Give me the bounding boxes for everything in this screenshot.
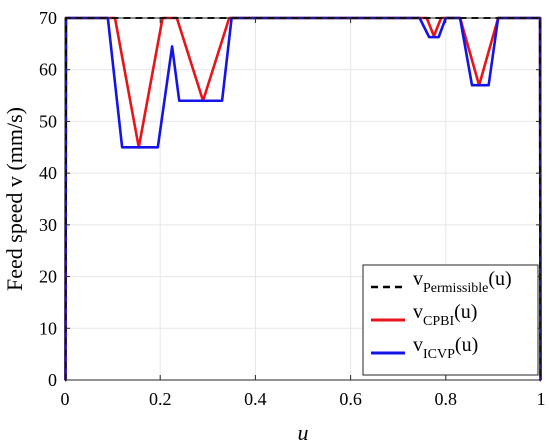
legend-label: vCPBI(u) bbox=[413, 301, 477, 329]
y-tick-label: 30 bbox=[39, 215, 57, 235]
y-tick-label: 0 bbox=[48, 370, 57, 390]
legend: vPermissible(u) vCPBI(u) vICVP(u) bbox=[362, 264, 539, 376]
y-tick-label: 10 bbox=[39, 318, 57, 338]
x-axis-title: u bbox=[298, 420, 309, 445]
x-tick-label: 0.2 bbox=[149, 389, 172, 409]
y-tick-label: 60 bbox=[39, 60, 57, 80]
x-tick-label: 1 bbox=[537, 389, 546, 409]
x-tick-label: 0 bbox=[61, 389, 70, 409]
y-axis-title: Feed speed v (mm/s) bbox=[2, 107, 27, 291]
y-tick-label: 20 bbox=[39, 267, 57, 287]
legend-label: vICVP(u) bbox=[413, 334, 478, 362]
y-tick-label: 70 bbox=[39, 8, 57, 28]
y-tick-label: 50 bbox=[39, 111, 57, 131]
plot-frame bbox=[64, 17, 542, 381]
y-tick-label: 40 bbox=[39, 163, 57, 183]
x-tick-label: 0.6 bbox=[339, 389, 362, 409]
x-tick-label: 0.4 bbox=[244, 389, 267, 409]
x-tick-label: 0.8 bbox=[435, 389, 458, 409]
legend-label: vPermissible(u) bbox=[413, 268, 512, 296]
legend-entries: vPermissible(u) vCPBI(u) vICVP(u) bbox=[371, 268, 512, 362]
